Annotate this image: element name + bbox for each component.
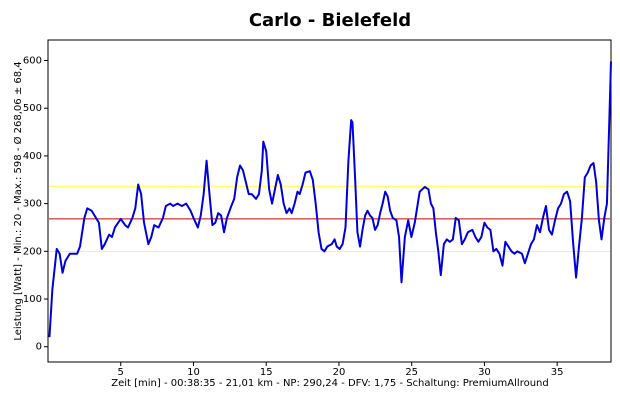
y-tick-label: 600 <box>23 56 42 67</box>
y-axis-label: Leistung [Watt] - Min.: 20 - Max.: 598 -… <box>12 61 24 340</box>
x-tick-label: 5 <box>118 367 124 378</box>
y-tick-label: 400 <box>23 151 42 162</box>
x-tick-label: 20 <box>333 367 346 378</box>
y-tick-label: 100 <box>23 294 42 305</box>
x-tick-label: 35 <box>551 367 564 378</box>
plot-frame <box>47 39 612 363</box>
x-tick-label: 25 <box>405 367 418 378</box>
y-tick-label: 500 <box>23 103 42 114</box>
power-line <box>48 61 612 338</box>
y-tick-label: 200 <box>23 246 42 257</box>
x-tick-label: 15 <box>260 367 273 378</box>
y-tick-label: 0 <box>36 342 42 353</box>
x-axis-label: Zeit [min] - 00:38:35 - 21,01 km - NP: 2… <box>111 378 548 389</box>
chart-title: Carlo - Bielefeld <box>249 10 411 31</box>
y-tick-label: 300 <box>23 199 42 210</box>
x-tick-label: 10 <box>187 367 200 378</box>
x-tick-label: 30 <box>478 367 491 378</box>
